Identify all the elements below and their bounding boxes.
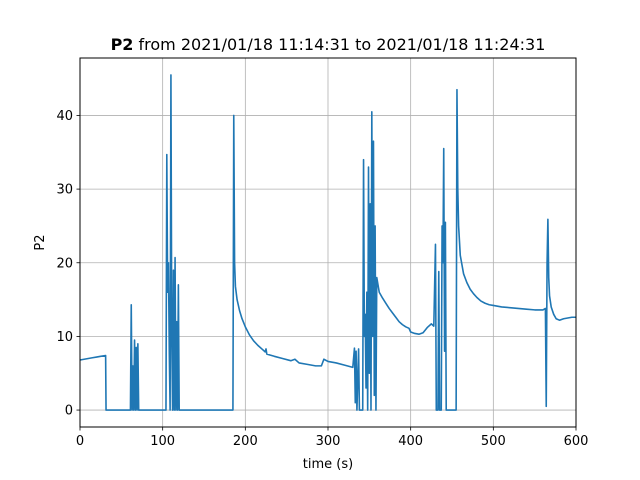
x-tick-label: 200 (233, 434, 258, 449)
y-tick-label: 0 (65, 404, 73, 419)
y-tick-label: 30 (56, 183, 73, 198)
x-tick-label: 100 (150, 434, 175, 449)
y-axis: 0 10 20 30 40 (56, 109, 80, 419)
x-tick-label: 300 (316, 434, 341, 449)
y-axis-label: P2 (33, 234, 48, 250)
y-tick-label: 10 (56, 330, 73, 345)
chart-title: P2 from 2021/01/18 11:14:31 to 2021/01/1… (111, 35, 546, 54)
series-group (79, 74, 576, 411)
y-tick-label: 20 (56, 256, 73, 271)
x-tick-label: 500 (481, 434, 506, 449)
x-tick-label: 0 (76, 434, 84, 449)
y-tick-label: 40 (56, 109, 73, 124)
chart-title-bold: P2 (111, 35, 134, 54)
x-tick-label: 600 (564, 434, 589, 449)
x-axis-label: time (s) (303, 457, 353, 472)
x-tick-label: 400 (398, 434, 423, 449)
x-axis: 0 100 200 300 400 500 600 (76, 427, 589, 449)
series-line (79, 74, 576, 411)
chart-title-rest: from 2021/01/18 11:14:31 to 2021/01/18 1… (133, 35, 545, 54)
